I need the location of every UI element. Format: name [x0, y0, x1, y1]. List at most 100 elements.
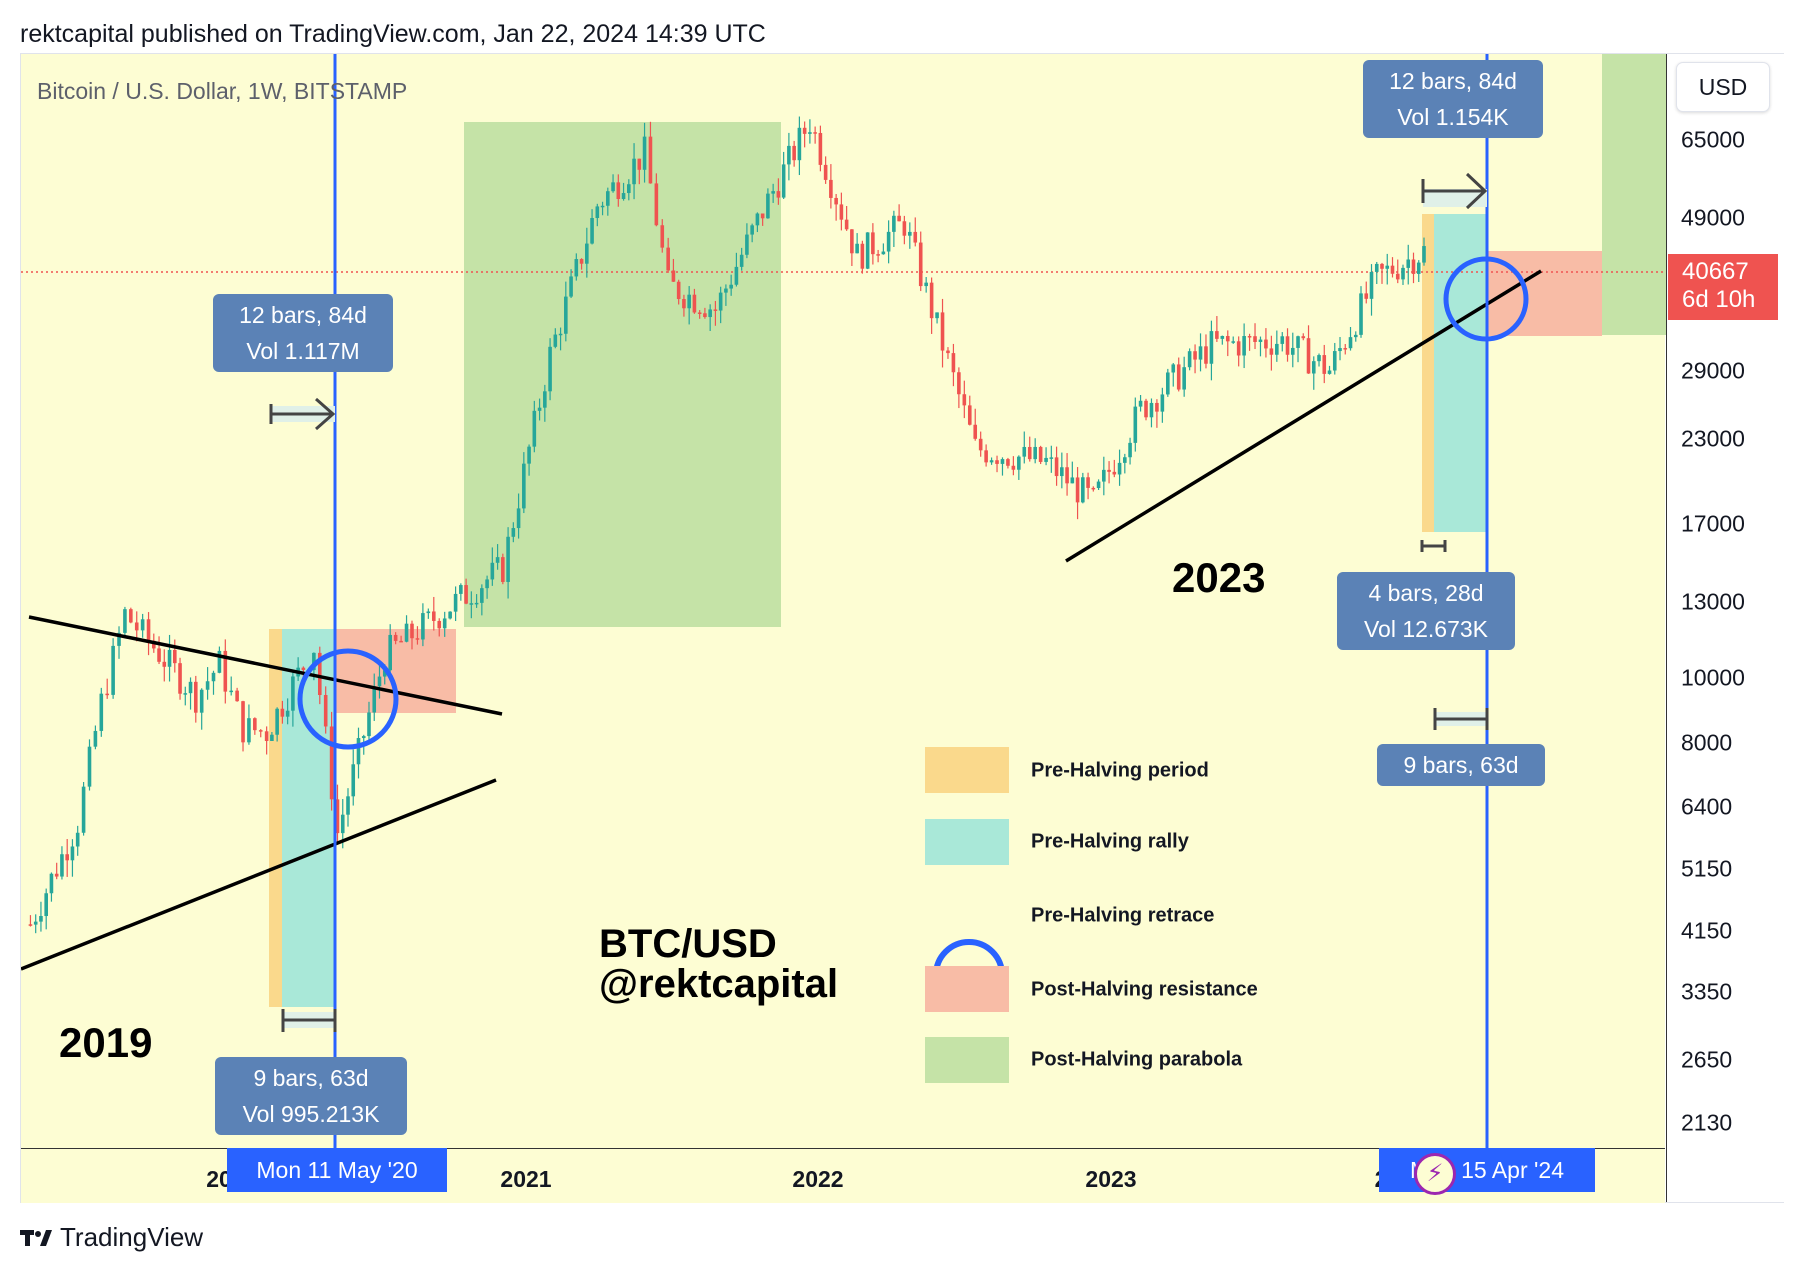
candle-body	[167, 649, 172, 667]
candle-body	[157, 648, 161, 662]
bubble-line: 9 bars, 63d	[1403, 752, 1519, 778]
candle-body	[724, 288, 728, 293]
candle-body	[1401, 267, 1405, 280]
candle-body	[940, 312, 945, 351]
price-tick: 3350	[1681, 978, 1733, 1005]
candle-body	[28, 924, 33, 926]
candle-body	[1138, 400, 1143, 407]
candle-body	[532, 410, 537, 447]
candle-body	[183, 693, 188, 695]
candle-body	[253, 718, 257, 731]
candle-body	[464, 585, 468, 604]
legend-swatch-post-halving-resistance	[925, 966, 1009, 1012]
candle-body	[123, 609, 127, 633]
candle-body	[399, 640, 403, 643]
candle-body	[44, 893, 48, 917]
candle-body	[908, 231, 912, 236]
candle-body	[1144, 400, 1148, 418]
chart-drawing-layer	[21, 54, 1666, 1148]
candle-body	[1225, 335, 1230, 342]
candle-body	[590, 218, 594, 244]
candle-body	[660, 225, 665, 248]
candle-body	[323, 694, 328, 727]
measure-range-2024-mid	[1433, 708, 1489, 730]
candle-body	[755, 213, 760, 226]
measure-arrow-2020-right	[269, 397, 336, 431]
candle-body	[480, 588, 484, 603]
candle-body	[1070, 477, 1075, 484]
candle-body	[548, 346, 552, 392]
candle-body	[1091, 487, 1096, 490]
candle-body	[188, 681, 193, 694]
candle-body	[39, 916, 43, 922]
candle-body	[886, 231, 891, 252]
candle-body	[140, 619, 145, 631]
candle-body	[264, 731, 269, 741]
candle-body	[329, 726, 334, 800]
candle-body	[1395, 273, 1400, 280]
legend-label: Post-Halving resistance	[1031, 978, 1258, 1001]
candle-body	[1133, 406, 1138, 443]
price-tick: 10000	[1681, 664, 1745, 691]
candle-body	[967, 405, 972, 425]
candle-body	[897, 215, 901, 222]
candle-body	[1054, 457, 1059, 477]
candle-body	[855, 243, 859, 254]
candle-body	[1416, 262, 1421, 274]
candle-body	[558, 333, 563, 336]
candle-body	[1285, 336, 1290, 355]
candle-body	[105, 693, 110, 696]
author-watermark: BTC/USD @rektcapital	[599, 924, 838, 1004]
tradingview-logo[interactable]: TradingView	[20, 1222, 203, 1253]
candle-body	[797, 127, 802, 161]
candle-body	[1086, 477, 1090, 488]
bubble-line: 9 bars, 63d	[253, 1065, 369, 1091]
price-tick: 29000	[1681, 357, 1745, 384]
lightning-icon[interactable]: ⚡	[1414, 1153, 1456, 1195]
measure-arrow-2024-right	[1421, 172, 1488, 210]
candle-body	[834, 197, 838, 205]
candle-body	[823, 164, 828, 180]
price-tick: 4150	[1681, 917, 1733, 944]
candle-body	[1364, 293, 1369, 299]
candle-body	[506, 536, 510, 582]
candle-body	[241, 701, 245, 743]
chart-container[interactable]: Bitcoin / U.S. Dollar, 1W, BITSTAMP USD …	[20, 53, 1784, 1203]
candle-body	[1338, 348, 1342, 352]
year-tick: 2023	[1085, 1166, 1137, 1192]
candle-body	[469, 603, 474, 605]
candle-body	[745, 234, 749, 255]
price-tick: 13000	[1681, 588, 1745, 615]
candle-body	[771, 191, 775, 194]
post-halving-parabola-zone-2021	[464, 122, 781, 627]
measure-bubble: 9 bars, 63d Vol 995.213K	[215, 1057, 407, 1135]
candle-body	[1264, 339, 1268, 349]
candle-body	[918, 242, 923, 287]
candle-body	[1280, 336, 1285, 344]
candle-body	[1075, 477, 1080, 503]
candle-body	[1096, 481, 1101, 489]
candle-body	[1000, 459, 1005, 464]
price-scale[interactable]	[1666, 54, 1784, 1202]
candle-body	[829, 179, 833, 198]
candle-body	[1017, 456, 1021, 470]
year-tick: 2022	[792, 1166, 844, 1192]
candle-body	[1171, 364, 1176, 373]
candle-body	[1301, 336, 1306, 339]
candle-body	[235, 690, 239, 702]
currency-button[interactable]: USD	[1676, 62, 1770, 112]
candle-body	[117, 632, 121, 646]
candle-body	[654, 183, 659, 226]
candle-body	[1209, 331, 1214, 364]
bubble-line: 12 bars, 84d	[239, 302, 367, 328]
candle-body	[703, 313, 707, 318]
legend-swatch-post-halving-parabola	[925, 1037, 1009, 1083]
candle-body	[54, 873, 59, 877]
candle-body	[217, 650, 222, 673]
candle-body	[495, 557, 500, 563]
candle-body	[1049, 457, 1054, 459]
candle-body	[569, 276, 573, 297]
bubble-line: Vol 1.154K	[1397, 104, 1509, 130]
candle-body	[205, 681, 210, 690]
candle-body	[808, 132, 812, 134]
